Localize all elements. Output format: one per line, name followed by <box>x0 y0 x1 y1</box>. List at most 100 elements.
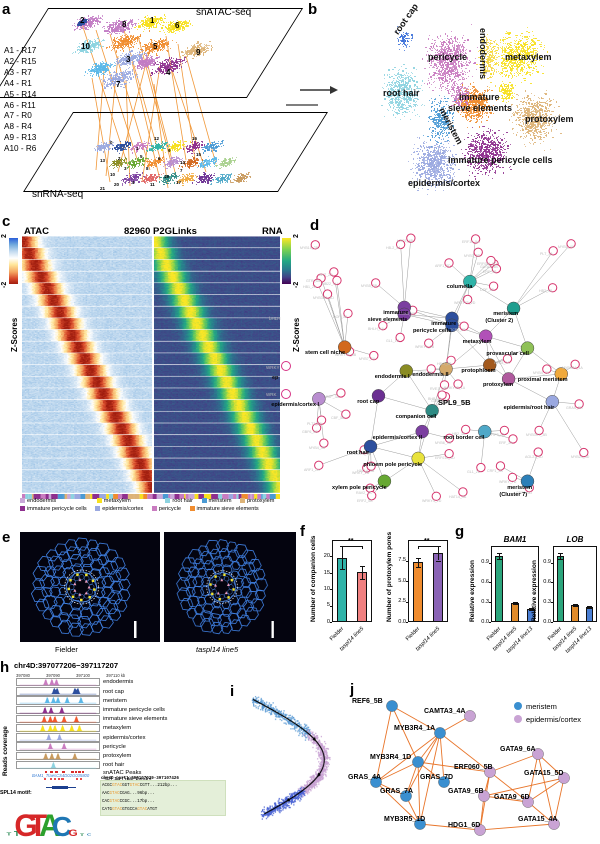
track-label: meristem <box>103 698 127 704</box>
rna-colorbar-max: 2 <box>293 234 300 238</box>
y-tick-mark <box>551 582 554 583</box>
gene-model-line <box>46 787 76 788</box>
cluster-pair-item: A10 - R6 <box>4 144 36 155</box>
tf-node-label: GRAS_7D <box>420 774 453 781</box>
panel-i-pseudotime: i Start Terminal Clusters 0 7 6 <box>228 658 348 844</box>
y-tick-mark <box>406 602 409 603</box>
y-tick-label: 0.6 <box>475 579 489 585</box>
peak-track-label: snATAC Peaks <box>103 770 141 776</box>
panel-a-multiome-overview: a snATAC-seq snRNA-seq A1 - R17 A <box>0 0 300 212</box>
y-tick-label: 0.3 <box>475 599 489 605</box>
error-cap <box>416 567 421 568</box>
micrograph-right-caption: taspl14 line5 <box>196 645 238 654</box>
celltype-label-metaxylem: metaxylem <box>505 52 552 62</box>
y-tick-mark <box>551 602 554 603</box>
legend-item: endodermis <box>20 497 56 505</box>
significance-line <box>418 546 438 547</box>
significance-line <box>342 546 362 547</box>
error-cap <box>573 604 578 605</box>
atac-cluster-number: 10 <box>81 42 90 51</box>
tf-node-label: MYB3R4_1A <box>394 725 435 732</box>
coverage-profile <box>16 678 100 686</box>
significance-marker: ** <box>424 538 429 545</box>
peak-mark <box>50 778 52 780</box>
y-tick-label: 7.5 <box>392 557 406 563</box>
tf-node-label: GATA9_6B <box>448 788 484 795</box>
y-tick-label: 20 <box>316 553 330 559</box>
genomic-coordinates: chr4D:397077206−397117207 <box>14 661 118 670</box>
micrograph-fielder <box>20 532 160 642</box>
legend-label: metaxylem <box>104 498 131 504</box>
legend-label: immature pericycle cells <box>27 506 87 512</box>
arrow-to-panel-b <box>300 20 340 110</box>
side-gene-label: WRK <box>266 392 277 397</box>
coverage-profile <box>16 742 100 750</box>
reads-coverage-axis-label: Reads coverage <box>2 726 9 776</box>
chart-title: BAM1 <box>491 535 539 544</box>
legend-swatch <box>97 498 102 503</box>
tf-node-label: CAMTA3_4A <box>424 708 466 715</box>
significance-marker: ** <box>348 538 353 545</box>
tf-node-label: GRAS_7A <box>380 788 413 795</box>
seq-line: AACGTACCGAG...96bp... <box>102 792 155 796</box>
trajectory-scatter <box>234 678 348 838</box>
cluster-pair-legend: A1 - R17 A2 - R15 A3 - R7 A4 - R1 A5 - R… <box>4 46 36 155</box>
y-tick-label: 0 <box>316 619 330 625</box>
peak-mark <box>76 778 78 780</box>
rna-colorbar-min: -2 <box>293 282 300 288</box>
legend-label: meristem <box>209 498 232 504</box>
atac-cluster-number: 8 <box>122 20 126 29</box>
network-node-labels-d: RVE1_5B DOF_2D MYB15_2B ERF_3A AGL21_1D GBF6_… <box>300 220 600 518</box>
svg-text:G: G <box>68 828 77 838</box>
tf-network-labels: REF6_5B CAMTA3_4A MYB3R4_1A MYB3R4_1D GATA9_… <box>348 658 600 844</box>
atac-cluster-number: 4 <box>166 68 170 77</box>
legend-item: meristem <box>202 497 232 505</box>
error-bar <box>362 566 363 578</box>
significance-tick <box>438 546 439 549</box>
significance-tick <box>362 546 363 549</box>
side-gene-circles <box>280 360 298 402</box>
side-gene-label: WRKY <box>266 365 280 370</box>
track-label: immature pericycle cells <box>103 707 165 713</box>
y-tick-label: 0.6 <box>537 579 551 585</box>
panel-b-annotated-umap: b root cap pericycle endodermis metaxyle… <box>300 0 600 212</box>
atac-colorbar-max: 2 <box>1 234 8 238</box>
y-tick-label: 0.0 <box>475 619 489 625</box>
cluster-pair-item: A2 - R15 <box>4 57 36 68</box>
panel-h-genome-browser: h chr4D:397077206−397117207 397080 39709… <box>0 658 228 844</box>
legend-swatch <box>165 498 170 503</box>
legend-item: pericycle <box>152 505 181 513</box>
panel-c-legend: endodermis metaxylem root hair meristem … <box>20 497 292 514</box>
atac-colorbar <box>9 238 18 284</box>
y-axis-label: Number of companion cells <box>310 536 317 622</box>
snrna-plane-title: snRNA-seq <box>32 189 83 200</box>
peak-mark <box>44 778 46 780</box>
legend-swatch <box>20 498 25 503</box>
legend-item: metaxylem <box>97 497 131 505</box>
tf-node-label: GATA15_4A <box>518 816 557 823</box>
bar <box>433 553 443 622</box>
bar <box>571 605 579 622</box>
y-tick-label: 0.0 <box>392 619 406 625</box>
cluster-pair-item: A3 - R7 <box>4 68 36 79</box>
legend-swatch <box>95 506 100 511</box>
chart-title: LOB <box>553 535 597 544</box>
track-label: pericycle <box>103 744 126 750</box>
tf-node-label: ERF060_5B <box>454 764 493 771</box>
legend-item: immature pericycle cells <box>20 505 87 513</box>
snatac-plane-title: snATAC-seq <box>196 7 251 18</box>
y-tick-mark <box>551 563 554 564</box>
svg-text:T: T <box>7 832 12 837</box>
y-tick-mark <box>330 589 333 590</box>
cluster-pair-item: A1 - R17 <box>4 46 36 57</box>
legend-label: immature sieve elements <box>197 506 259 512</box>
y-tick-mark <box>489 582 492 583</box>
side-gene-label: ep <box>272 375 278 381</box>
atac-cluster-number: 3 <box>126 55 130 64</box>
side-gene-label: bHLH <box>269 316 281 321</box>
atac-heatmap-canvas <box>22 236 152 493</box>
peak-mark <box>54 778 56 780</box>
celltype-label-protoxylem: protoxylem <box>525 114 574 124</box>
panel-a-label: a <box>2 2 10 17</box>
legend-swatch <box>202 498 207 503</box>
